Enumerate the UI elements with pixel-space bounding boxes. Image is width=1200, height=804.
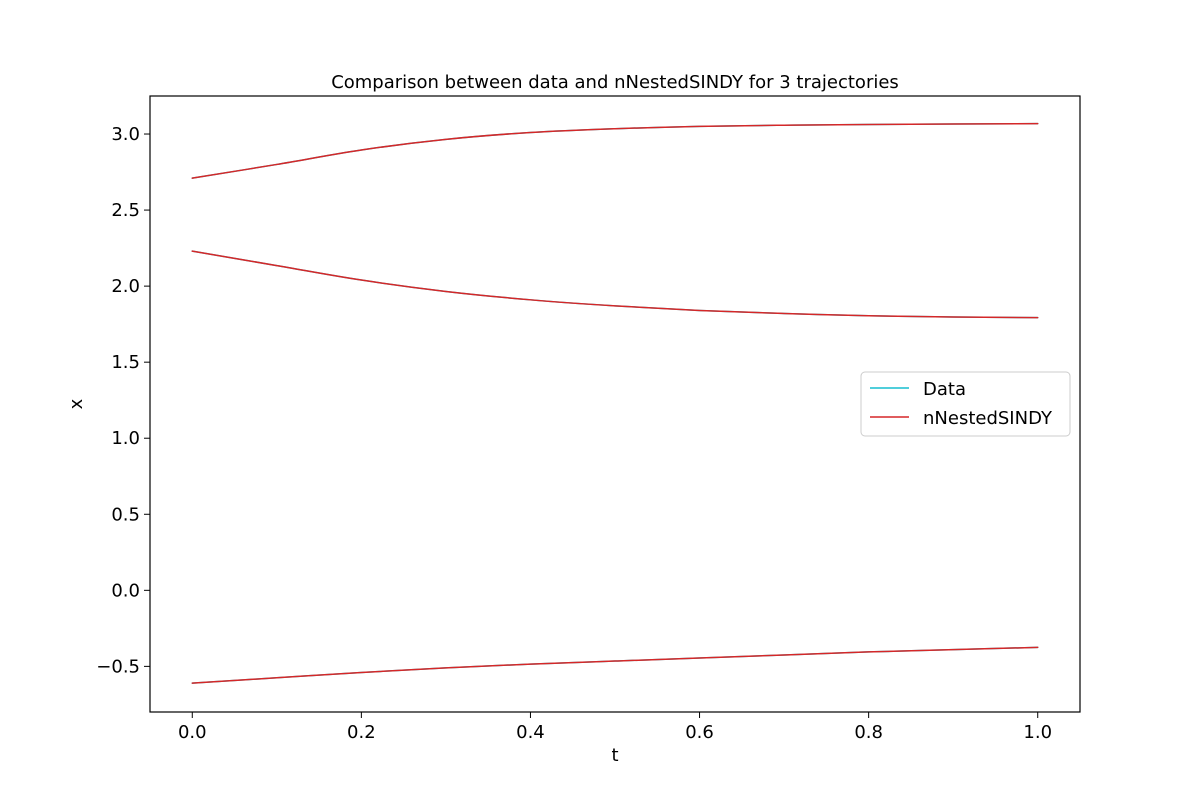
legend: Data nNestedSINDY [860,371,1071,437]
y-tick-label: 3.0 [111,124,140,145]
y-axis-label: x [66,398,87,409]
series-layer [191,122,1039,684]
y-tick-label: 1.5 [111,352,140,373]
x-tick-label: 0.6 [685,722,714,743]
x-axis-label: t [611,745,618,766]
y-tick-label: 2.0 [111,276,140,297]
x-tick-label: 0.8 [854,722,883,743]
series-line-nnestedsindy-trajectory-1 [191,122,1039,179]
legend-label-data: Data [923,379,966,400]
series-line-nnestedsindy-trajectory-2 [191,250,1039,319]
tick-layer: 0.0 0.2 0.4 0.6 0.8 1.0 −0.5 0.0 0.5 1.0 1.5 2.0 2.5… [96,124,1052,743]
x-tick-label: 0.4 [516,722,545,743]
series-line-nnestedsindy-trajectory-3 [191,646,1039,684]
legend-box [860,371,1071,437]
y-tick-label: 1.0 [111,428,140,449]
y-tick-label: 0.0 [111,580,140,601]
chart-title: Comparison between data and nNestedSINDY… [331,72,899,93]
x-tick-label: 0.2 [347,722,376,743]
legend-label-nnestedsindy: nNestedSINDY [923,408,1053,429]
y-tick-label: 2.5 [111,200,140,221]
x-tick-label: 0.0 [178,722,207,743]
x-tick-label: 1.0 [1023,722,1052,743]
plot-frame [149,95,1081,713]
y-tick-label: −0.5 [96,656,140,677]
y-tick-label: 0.5 [111,504,140,525]
